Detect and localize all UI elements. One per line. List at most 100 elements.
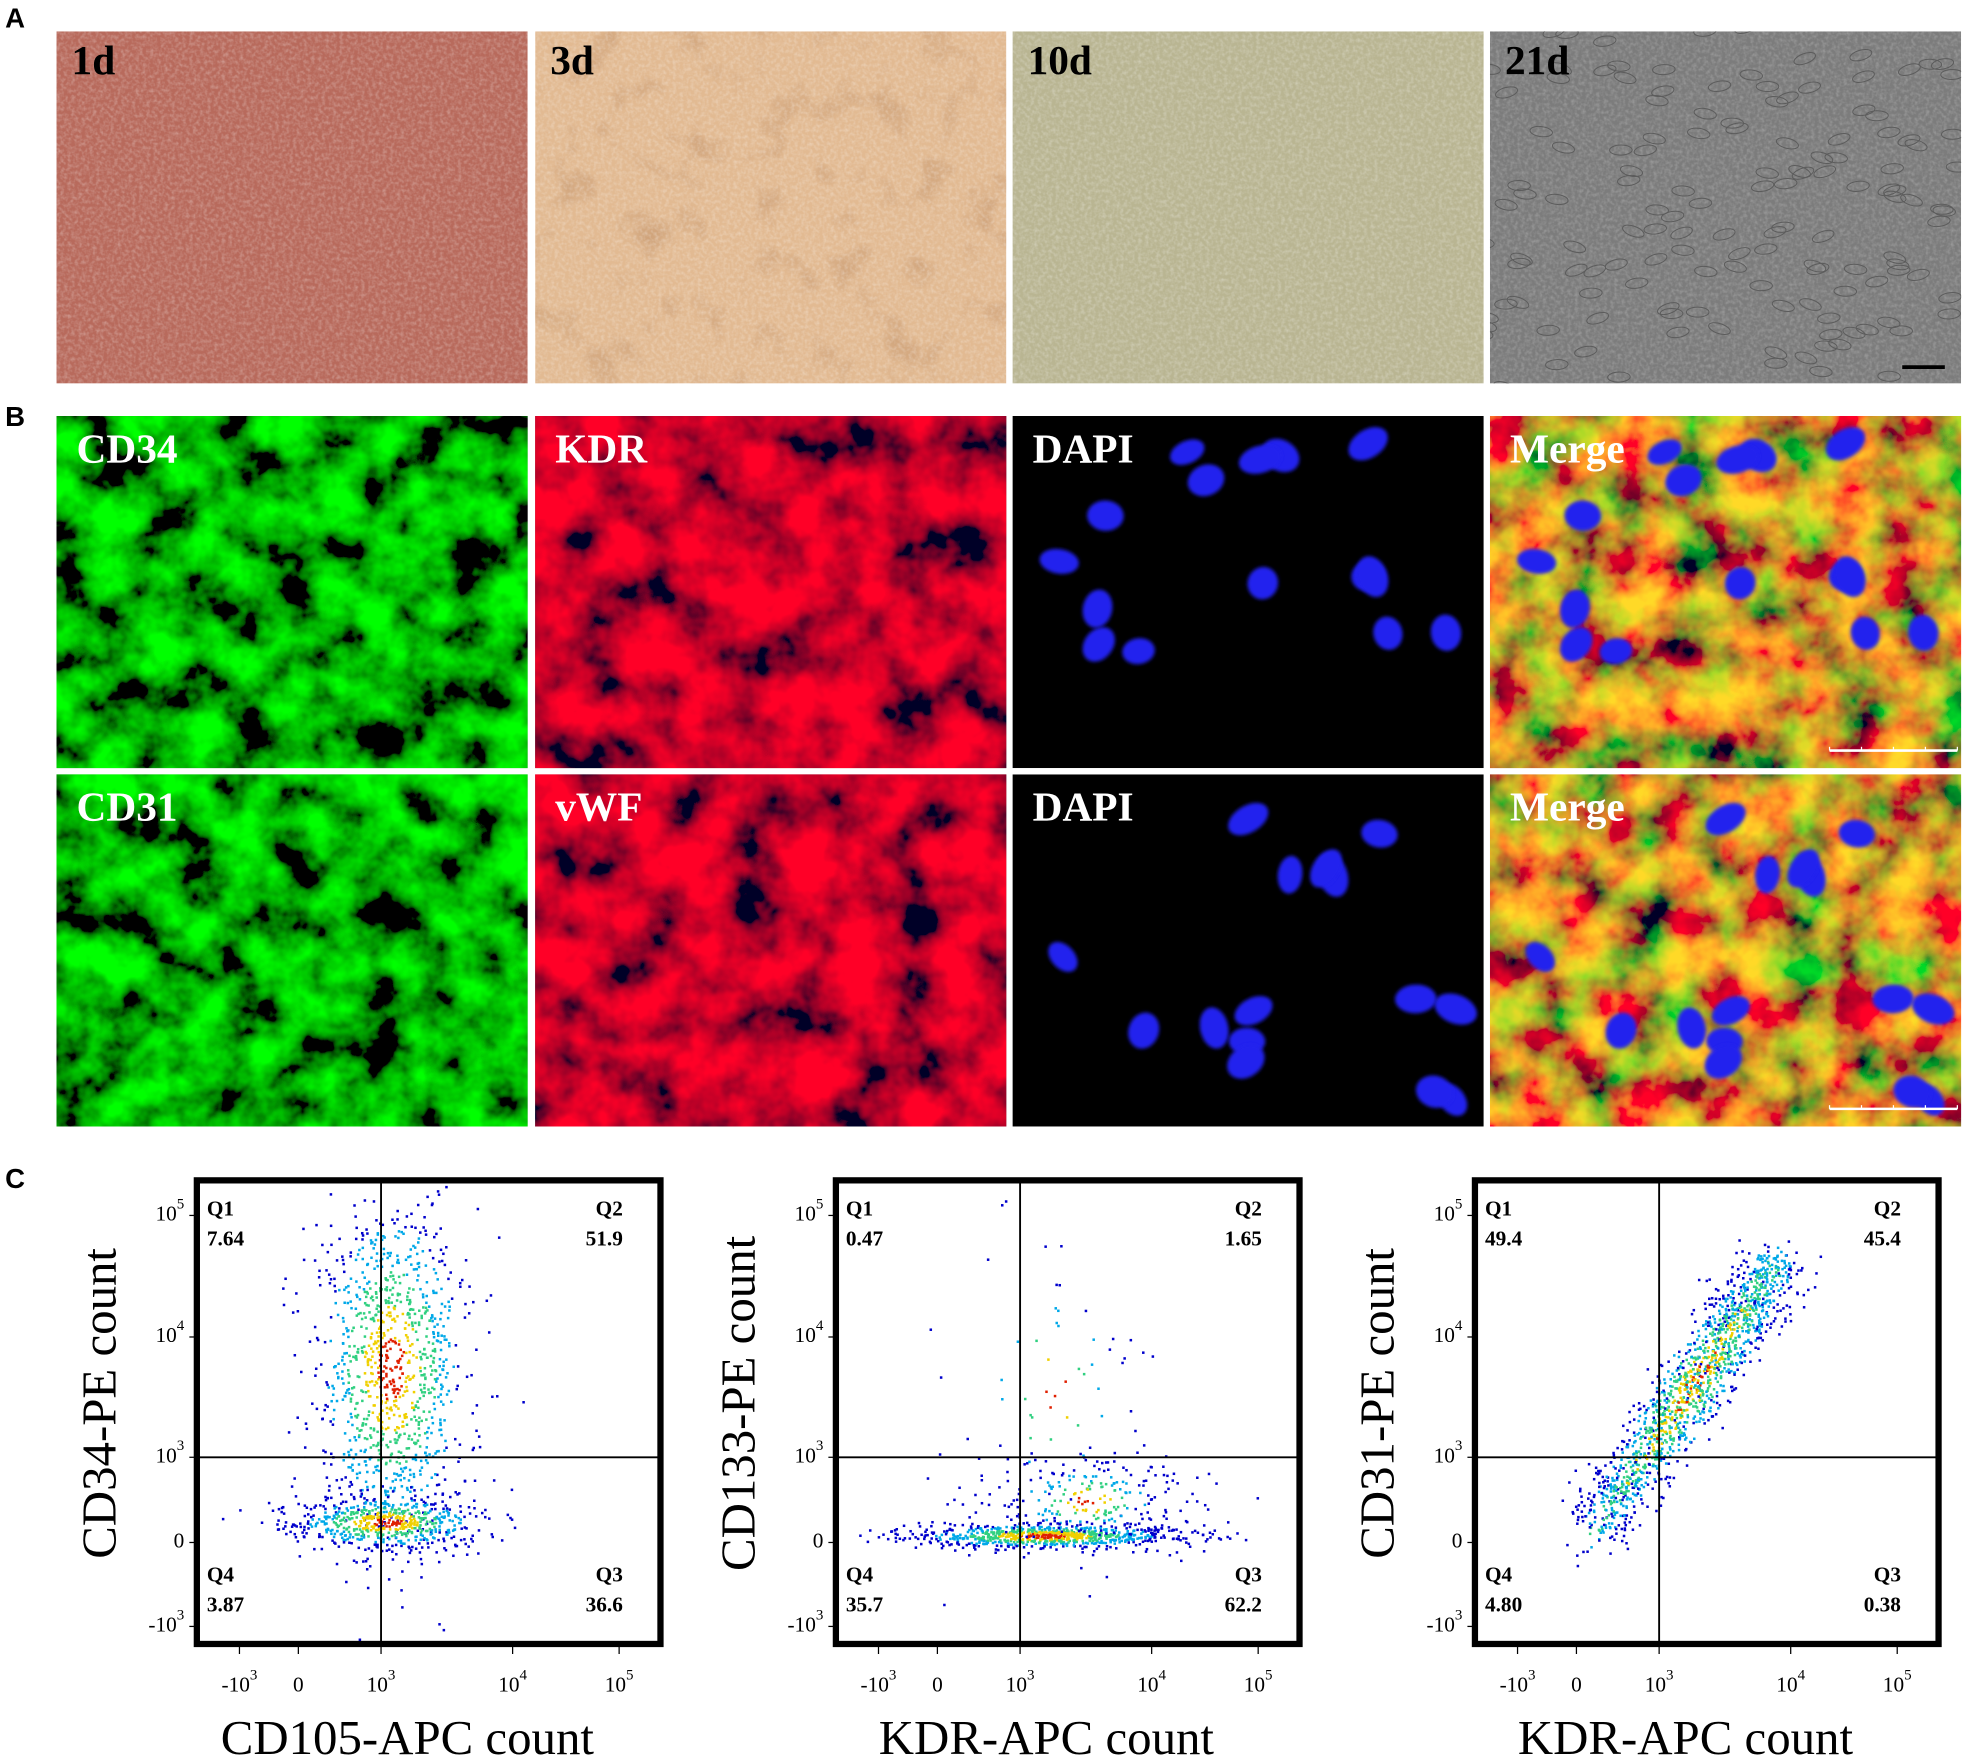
- event-dot: [1754, 1329, 1757, 1333]
- event-dot: [221, 1517, 225, 1521]
- quadrant-value: 0.38: [1864, 1592, 1901, 1616]
- event-dot: [1669, 1448, 1672, 1451]
- event-dot: [402, 1425, 405, 1428]
- cell-outline: [1764, 346, 1788, 360]
- event-dot: [1244, 1538, 1248, 1542]
- event-dot: [391, 1388, 395, 1391]
- event-dot: [1156, 1530, 1160, 1534]
- event-dot: [350, 1493, 353, 1496]
- event-dot: [1677, 1401, 1680, 1404]
- event-dot: [358, 1524, 362, 1528]
- event-dot: [1095, 1539, 1098, 1542]
- event-dot: [416, 1439, 420, 1442]
- tick-label: 0: [813, 1528, 824, 1552]
- event-dot: [1026, 1462, 1029, 1465]
- event-dot: [484, 1508, 487, 1512]
- event-dot: [394, 1530, 398, 1534]
- event-dot: [451, 1529, 455, 1532]
- event-dot: [329, 1193, 333, 1196]
- event-dot: [346, 1369, 350, 1372]
- event-dot: [1634, 1482, 1637, 1486]
- event-dot: [1590, 1523, 1593, 1527]
- event-dot: [1109, 1498, 1112, 1501]
- event-dot: [1715, 1361, 1718, 1364]
- event-dot: [349, 1397, 353, 1401]
- event-dot: [376, 1528, 380, 1532]
- event-dot: [341, 1370, 344, 1373]
- event-dot: [1627, 1489, 1630, 1493]
- event-dot: [387, 1426, 390, 1430]
- event-dot: [306, 1520, 310, 1523]
- event-dot: [926, 1533, 929, 1537]
- event-dot: [431, 1541, 434, 1545]
- event-dot: [1576, 1518, 1580, 1522]
- event-dot: [1022, 1531, 1025, 1534]
- event-dot: [1098, 1541, 1102, 1545]
- event-dot: [386, 1495, 390, 1499]
- event-dot: [1012, 1540, 1016, 1544]
- event-dot: [342, 1262, 345, 1266]
- event-dot: [369, 1395, 372, 1398]
- event-dot: [382, 1527, 386, 1531]
- event-dot: [316, 1338, 320, 1342]
- event-dot: [351, 1463, 354, 1467]
- event-dot: [1747, 1338, 1750, 1342]
- event-dot: [952, 1533, 955, 1536]
- event-dot: [367, 1547, 371, 1550]
- event-dot: [294, 1495, 298, 1498]
- event-dot: [402, 1518, 405, 1522]
- event-dot: [358, 1429, 362, 1433]
- event-dot: [399, 1300, 403, 1304]
- event-dot: [1732, 1388, 1736, 1391]
- event-dot: [1728, 1322, 1732, 1326]
- tick-base: -10: [222, 1672, 250, 1696]
- event-dot: [385, 1477, 388, 1480]
- event-dot: [330, 1452, 333, 1456]
- event-dot: [425, 1294, 428, 1298]
- event-dot: [1000, 1541, 1003, 1545]
- event-dot: [419, 1538, 423, 1542]
- event-dot: [974, 1538, 977, 1541]
- event-dot: [369, 1502, 373, 1506]
- cell-outline: [1622, 224, 1645, 238]
- event-dot: [1683, 1388, 1687, 1391]
- event-dot: [1037, 1536, 1040, 1539]
- cell-outline: [1666, 326, 1690, 339]
- event-dot: [1635, 1450, 1638, 1453]
- event-dot: [1050, 1534, 1054, 1537]
- event-dot: [448, 1344, 451, 1348]
- event-dot: [1041, 1534, 1044, 1537]
- event-dot: [1593, 1520, 1597, 1524]
- event-dot: [1598, 1539, 1601, 1542]
- tick-base: 10: [1137, 1672, 1158, 1696]
- image-label: Merge: [1510, 425, 1625, 471]
- event-dot: [416, 1400, 419, 1403]
- event-dot: [1006, 1515, 1009, 1519]
- event-dot: [1029, 1436, 1032, 1440]
- event-dot: [422, 1226, 425, 1229]
- event-dot: [1676, 1422, 1680, 1426]
- event-dot: [1646, 1483, 1650, 1486]
- event-dot: [1766, 1267, 1769, 1271]
- event-dot: [352, 1386, 356, 1389]
- event-dot: [1066, 1537, 1069, 1540]
- event-dot: [1732, 1296, 1735, 1300]
- cell-outline: [1788, 165, 1811, 178]
- event-dot: [464, 1542, 467, 1546]
- event-dot: [886, 1537, 890, 1541]
- cell-outline: [1750, 180, 1775, 193]
- event-dot: [1645, 1408, 1648, 1412]
- event-dot: [1722, 1316, 1725, 1320]
- event-dot: [397, 1407, 400, 1410]
- nucleus: [1415, 1075, 1454, 1108]
- event-dot: [1684, 1352, 1688, 1355]
- event-dot: [314, 1504, 318, 1507]
- event-dot: [1056, 1510, 1060, 1513]
- event-dot: [1722, 1297, 1725, 1300]
- event-dot: [986, 1524, 989, 1528]
- event-dot: [1117, 1531, 1121, 1534]
- event-dot: [385, 1359, 388, 1362]
- event-dot: [447, 1342, 451, 1345]
